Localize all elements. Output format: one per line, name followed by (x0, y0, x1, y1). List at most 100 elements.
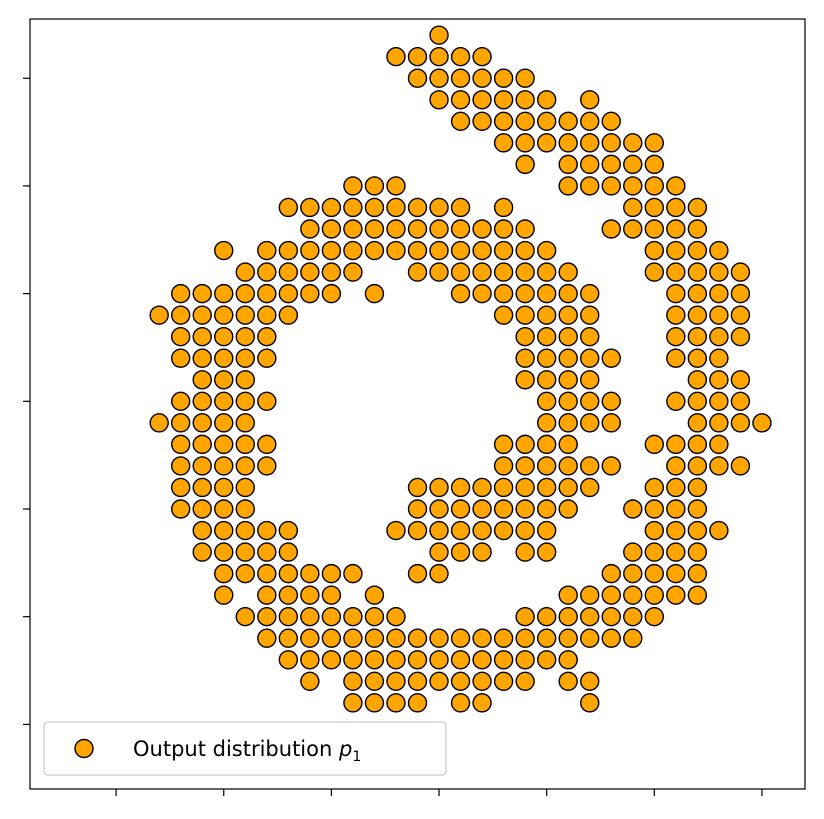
data-point (536, 606, 557, 627)
data-point (536, 542, 557, 562)
data-point (666, 499, 686, 519)
data-point (687, 348, 708, 368)
data-point (666, 434, 686, 455)
data-point (364, 628, 385, 648)
data-point (644, 563, 665, 584)
data-point (601, 348, 621, 368)
data-point (558, 262, 578, 282)
data-point (300, 563, 320, 584)
data-point (450, 628, 471, 648)
data-point (257, 348, 277, 368)
data-point (730, 283, 751, 304)
data-point (407, 262, 428, 282)
data-point (558, 133, 578, 153)
data-point (235, 413, 255, 433)
data-point (493, 197, 514, 218)
data-point (214, 348, 234, 368)
data-point (429, 499, 449, 519)
data-point (278, 197, 299, 218)
data-point (300, 219, 320, 239)
data-point (192, 434, 212, 455)
data-point (192, 305, 212, 325)
data-point (558, 348, 578, 368)
data-point (343, 693, 363, 713)
data-point (536, 391, 557, 412)
data-point (623, 563, 643, 584)
data-point (257, 520, 277, 541)
data-point (515, 262, 535, 282)
data-point (687, 456, 708, 476)
data-point (493, 434, 514, 455)
data-point (364, 176, 385, 196)
data-point (644, 434, 665, 455)
data-point (536, 520, 557, 541)
data-point (192, 499, 212, 519)
data-point (493, 68, 514, 88)
data-point (429, 650, 449, 670)
data-point (235, 542, 255, 562)
data-point (472, 68, 492, 88)
data-point (493, 240, 514, 261)
data-point (666, 391, 686, 412)
data-point (407, 520, 428, 541)
data-point (257, 585, 277, 605)
data-point (752, 413, 772, 433)
data-point (666, 240, 686, 261)
data-point (623, 197, 643, 218)
data-point (300, 283, 320, 304)
data-point (493, 628, 514, 648)
data-point (429, 628, 449, 648)
data-points (149, 25, 772, 713)
data-point (407, 68, 428, 88)
data-point (450, 283, 471, 304)
data-point (149, 305, 169, 325)
data-point (709, 348, 729, 368)
data-point (364, 606, 385, 627)
data-point (343, 262, 363, 282)
data-point (450, 499, 471, 519)
data-point (214, 542, 234, 562)
data-point (580, 477, 600, 498)
data-point (666, 176, 686, 196)
data-point (278, 305, 299, 325)
data-point (170, 499, 191, 519)
data-point (515, 628, 535, 648)
data-point (515, 90, 535, 110)
legend-label: Output distribution p1 (133, 737, 361, 765)
data-point (235, 477, 255, 498)
data-point (536, 326, 557, 347)
data-point (687, 585, 708, 605)
data-point (214, 585, 234, 605)
data-point (278, 262, 299, 282)
data-point (580, 305, 600, 325)
data-point (687, 434, 708, 455)
data-point (623, 542, 643, 562)
data-point (687, 413, 708, 433)
data-point (472, 499, 492, 519)
data-point (450, 262, 471, 282)
data-point (601, 413, 621, 433)
data-point (472, 240, 492, 261)
data-point (515, 606, 535, 627)
data-point (515, 133, 535, 153)
data-point (709, 240, 729, 261)
data-point (666, 520, 686, 541)
data-point (214, 326, 234, 347)
data-point (472, 90, 492, 110)
data-point (601, 154, 621, 175)
data-point (515, 111, 535, 132)
data-point (407, 499, 428, 519)
data-point (580, 693, 600, 713)
data-point (580, 283, 600, 304)
data-point (687, 520, 708, 541)
data-point (666, 348, 686, 368)
data-point (429, 520, 449, 541)
data-point (493, 520, 514, 541)
data-point (644, 262, 665, 282)
data-point (300, 240, 320, 261)
data-point (580, 606, 600, 627)
data-point (386, 671, 406, 692)
data-point (493, 111, 514, 132)
data-point (364, 585, 385, 605)
data-point (407, 477, 428, 498)
